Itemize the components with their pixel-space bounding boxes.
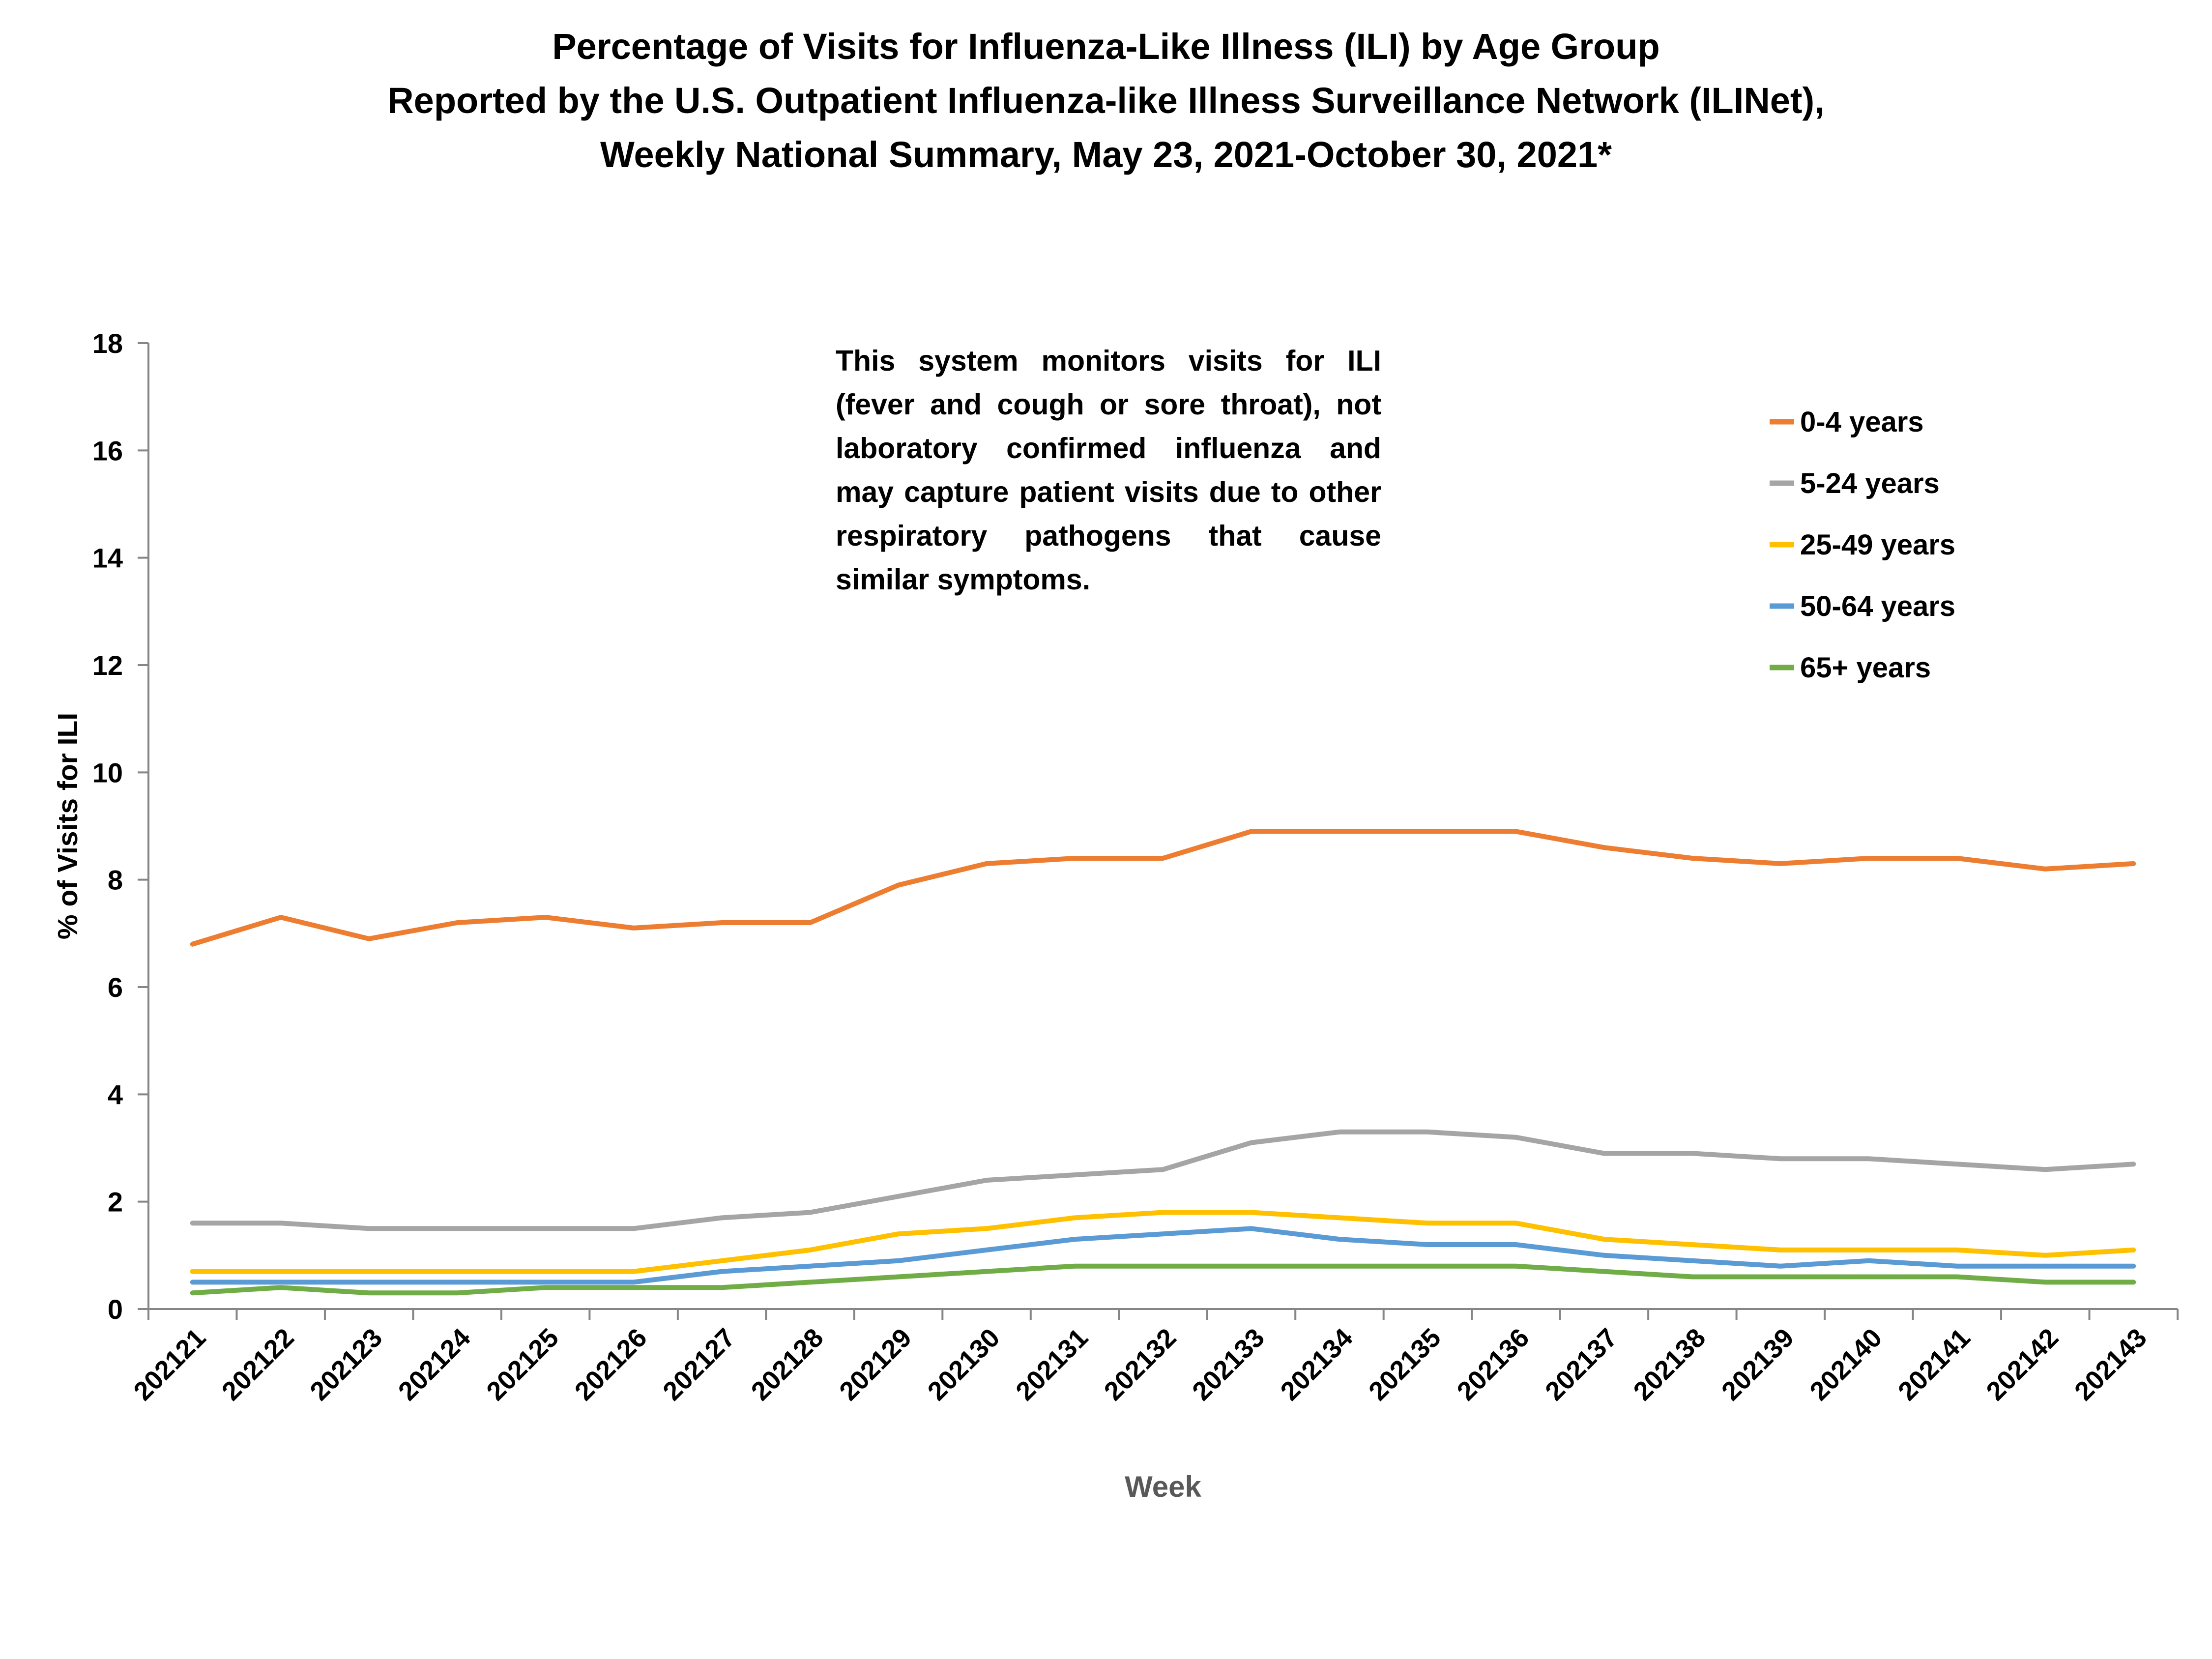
legend-label-65-years: 65+ years: [1800, 652, 1931, 684]
series-line-65-years: [190, 1263, 2136, 1296]
x-tick-label: 202128: [746, 1323, 829, 1406]
legend-label-0-4-years: 0-4 years: [1800, 406, 1924, 438]
legend: 0-4 years 5-24 years 25-49 years 50-64 year…: [1770, 406, 1955, 684]
x-tick-label: 202122: [216, 1323, 300, 1406]
y-tick-label: 0: [108, 1294, 123, 1325]
x-tick-label: 202123: [304, 1323, 388, 1406]
x-tick-label: 202126: [569, 1323, 653, 1406]
x-tick-label: 202131: [1010, 1323, 1094, 1406]
series-lines: [190, 829, 2136, 1296]
legend-label-5-24-years: 5-24 years: [1800, 467, 1940, 499]
y-tick-label: 16: [92, 435, 123, 466]
chart-title-line-3: Weekly National Summary, May 23, 2021-Oc…: [600, 134, 1612, 175]
y-tick-label: 4: [108, 1079, 123, 1110]
x-tick-label: 202124: [393, 1323, 476, 1406]
x-tick-label: 202132: [1099, 1323, 1182, 1406]
y-tick-label: 12: [92, 650, 123, 681]
x-tick-label: 202142: [1980, 1323, 2064, 1406]
y-tick-label: 6: [108, 972, 123, 1003]
x-tick-label: 202143: [2069, 1323, 2153, 1406]
series-line-0-4-years: [190, 829, 2136, 947]
legend-label-50-64-years: 50-64 years: [1800, 590, 1955, 622]
x-tick-label: 202138: [1628, 1323, 1712, 1406]
y-axis-title: % of Visits for ILI: [52, 713, 84, 939]
x-tick-label: 202135: [1363, 1323, 1447, 1406]
x-tick-label: 202137: [1540, 1323, 1623, 1406]
x-tick-label: 202133: [1187, 1323, 1270, 1406]
x-tick-label: 202130: [922, 1323, 1006, 1406]
y-tick-label: 18: [92, 328, 123, 359]
x-tick-label: 202125: [481, 1323, 564, 1406]
x-tick-label: 202140: [1804, 1323, 1888, 1406]
x-tick-label: 202134: [1275, 1323, 1359, 1406]
chart-title: Percentage of Visits for Influenza-Like …: [0, 20, 2212, 182]
x-tick-label: 202121: [128, 1323, 211, 1406]
x-tick-label: 202141: [1892, 1323, 1976, 1406]
chart-annotation: This system monitors visits for ILI (fev…: [836, 345, 1381, 596]
y-tick-label: 8: [108, 865, 123, 896]
x-axis-title: Week: [1125, 1470, 1201, 1503]
chart-title-line-2: Reported by the U.S. Outpatient Influenz…: [387, 80, 1825, 121]
x-tick-label: 202129: [834, 1323, 917, 1406]
x-tick-label: 202136: [1452, 1323, 1535, 1406]
series-line-25-49-years: [190, 1210, 2136, 1274]
legend-label-25-49-years: 25-49 years: [1800, 529, 1955, 561]
y-tick-label: 14: [92, 543, 123, 574]
x-tick-label: 202127: [657, 1323, 741, 1406]
y-tick-label: 10: [92, 757, 123, 788]
series-line-5-24-years: [190, 1129, 2136, 1231]
x-tick-label: 202139: [1716, 1323, 1800, 1406]
series-line-50-64-years: [190, 1226, 2136, 1285]
chart-title-line-1: Percentage of Visits for Influenza-Like …: [552, 26, 1660, 67]
y-tick-label: 2: [108, 1187, 123, 1218]
